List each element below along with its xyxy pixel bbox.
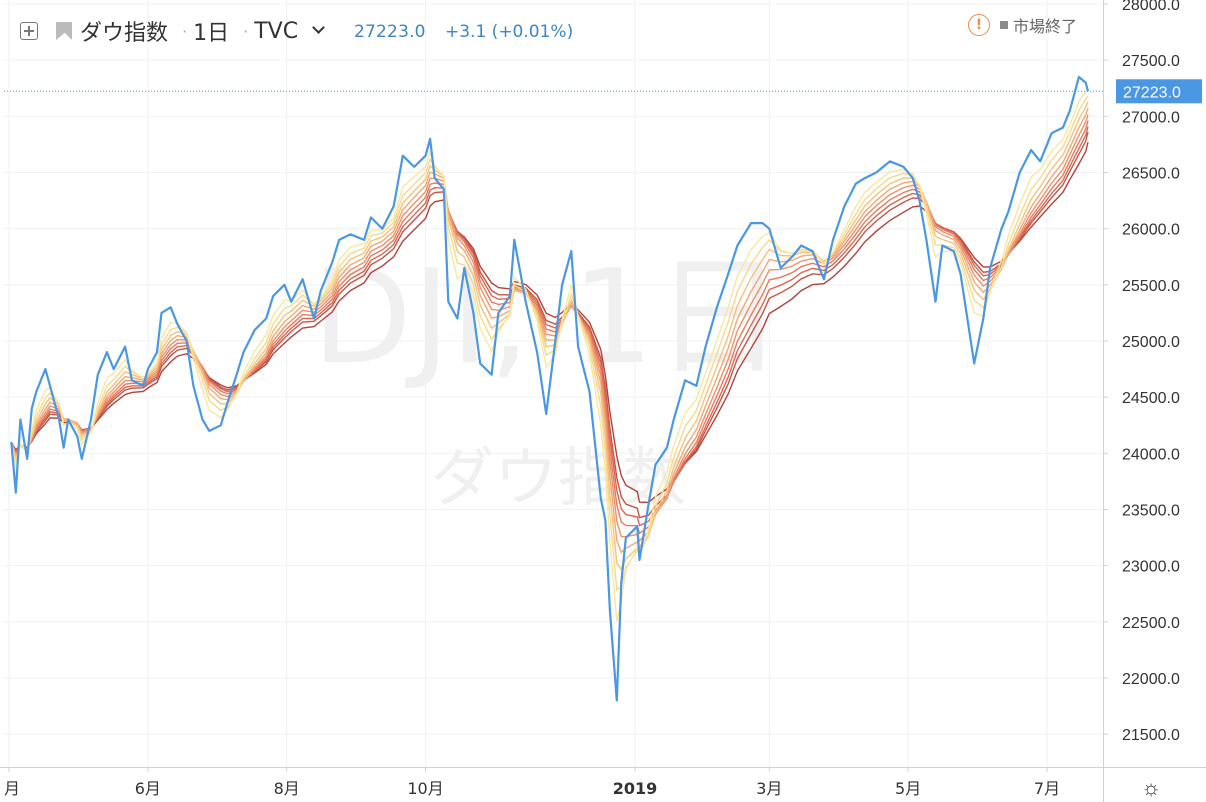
y-axis-labels: 21500.0 22000.0 22500.0 23000.0 23500.0 24000… bbox=[1103, 0, 1180, 744]
y-tick-label: 21500.0 bbox=[1122, 727, 1180, 744]
x-tick-label: 月 bbox=[4, 779, 20, 798]
grid-lines bbox=[4, 0, 1103, 767]
y-tick-label: 23500.0 bbox=[1122, 503, 1180, 520]
price-change: +3.1 (+0.01%) bbox=[445, 22, 574, 42]
y-tick-label: 26500.0 bbox=[1122, 166, 1180, 183]
market-status-label: 市場終了 bbox=[1013, 17, 1078, 36]
exchange-label[interactable]: TVC bbox=[254, 18, 299, 44]
y-tick-label: 24500.0 bbox=[1122, 390, 1180, 407]
ma-line-4 bbox=[10, 95, 1089, 591]
watermark-title: DJI, 1日 bbox=[312, 241, 784, 393]
flag-icon bbox=[56, 22, 72, 40]
ma-ribbon bbox=[10, 90, 1089, 622]
status-square-icon bbox=[1000, 21, 1008, 29]
x-tick-label: 7月 bbox=[1034, 779, 1060, 798]
market-status: ! 市場終了 bbox=[968, 13, 1077, 37]
y-tick-label: 22500.0 bbox=[1122, 615, 1180, 632]
x-tick-label: 5月 bbox=[895, 779, 921, 798]
price-tag-bg bbox=[1116, 79, 1202, 104]
plus-box-icon[interactable] bbox=[20, 22, 38, 40]
separator-dot: · bbox=[243, 21, 249, 41]
price-tag-label: 27223.0 bbox=[1123, 84, 1181, 101]
y-tick-label: 28000.0 bbox=[1122, 0, 1180, 14]
y-tick-label: 24000.0 bbox=[1122, 446, 1180, 463]
interval-label[interactable]: 1日 bbox=[193, 21, 230, 46]
x-tick-label: 6月 bbox=[135, 779, 161, 798]
x-tick-label: 2019 bbox=[613, 779, 658, 798]
symbol-info: ダウ指数 · 1日 · TVC bbox=[20, 16, 325, 46]
symbol-title[interactable]: ダウ指数 bbox=[80, 21, 169, 46]
x-tick-label: 3月 bbox=[756, 779, 782, 798]
x-axis-labels: 月 6月 8月 10月 2019 3月 5月 7月 bbox=[4, 767, 1060, 798]
y-tick-label: 25000.0 bbox=[1122, 334, 1180, 351]
chart-header: ダウ指数 · 1日 · TVC 27223.0 +3.1 (+0.01%) ! … bbox=[0, 0, 1100, 60]
y-tick-label: 22000.0 bbox=[1122, 671, 1180, 688]
watermark-subtitle: ダウ指数 bbox=[430, 442, 686, 516]
y-tick-label: 23000.0 bbox=[1122, 559, 1180, 576]
last-price: 27223.0 bbox=[354, 22, 426, 42]
warning-circle-icon[interactable]: ! bbox=[968, 14, 990, 36]
separator-dot: · bbox=[182, 21, 188, 41]
gear-icon[interactable]: ☼ bbox=[1141, 775, 1162, 800]
x-tick-label: 10月 bbox=[407, 779, 443, 798]
y-tick-label: 26000.0 bbox=[1122, 222, 1180, 239]
price-line bbox=[10, 75, 1090, 702]
x-tick-label: 8月 bbox=[274, 779, 300, 798]
y-tick-label: 27000.0 bbox=[1122, 109, 1180, 126]
y-tick-label: 27500.0 bbox=[1122, 53, 1180, 70]
y-tick-label: 25500.0 bbox=[1122, 278, 1180, 295]
chevron-down-icon[interactable] bbox=[312, 20, 325, 34]
